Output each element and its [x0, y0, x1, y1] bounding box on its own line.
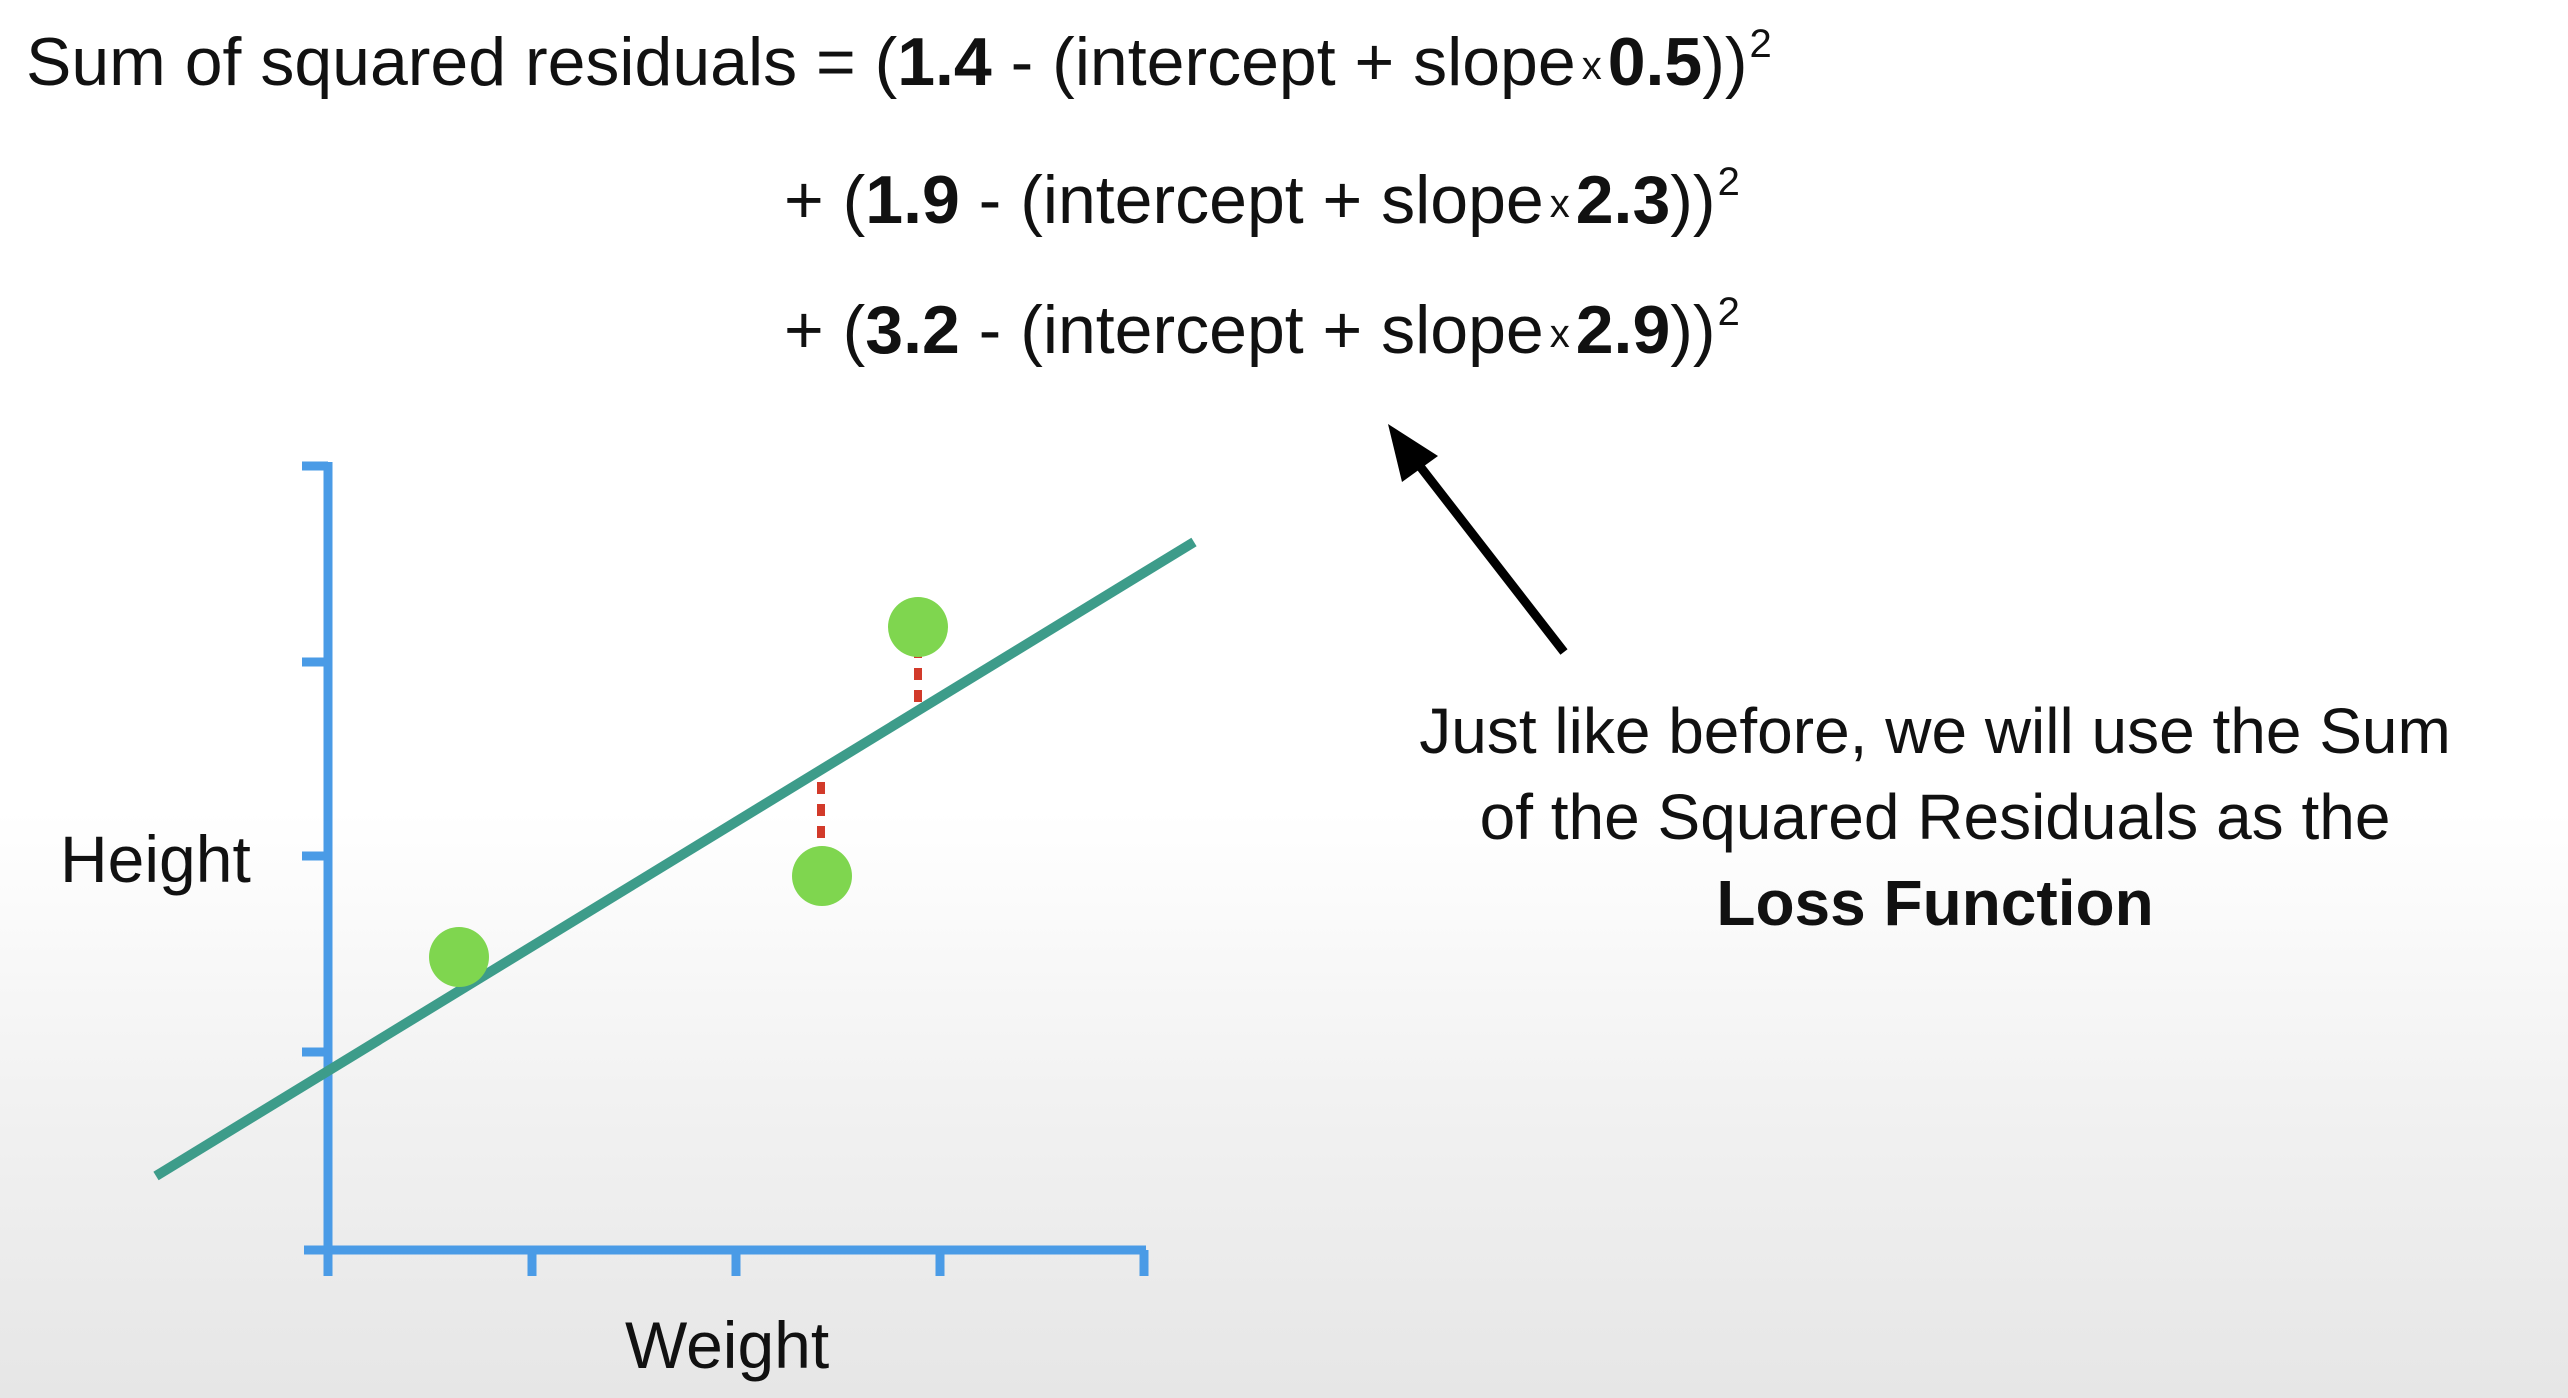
data-point — [792, 846, 852, 906]
x-axis-label: Weight — [625, 1308, 830, 1382]
equation-close: )) — [1702, 24, 1748, 100]
callout-bold: Loss Function — [1716, 867, 2154, 939]
equation-prefix: Sum of squared residuals = ( — [26, 24, 898, 100]
equation-line-3: + (3.2 - (intercept + slope x2.9))2 — [784, 292, 1740, 364]
exponent: 2 — [1717, 160, 1740, 204]
equation-prefix: + ( — [784, 292, 866, 368]
equation-line-1: Sum of squared residuals = (1.4 - (inter… — [26, 24, 1772, 96]
times-sign: x — [1581, 44, 1602, 88]
observed-value: 3.2 — [865, 292, 960, 368]
times-sign: x — [1549, 312, 1570, 356]
observed-value: 1.9 — [865, 162, 960, 238]
equation-line-2: + (1.9 - (intercept + slope x2.3))2 — [784, 162, 1740, 234]
equation-middle: - (intercept + slope — [959, 162, 1544, 238]
x-value: 0.5 — [1607, 24, 1703, 100]
observed-value: 1.4 — [897, 24, 992, 100]
fit-line — [153, 537, 1197, 1181]
equation-middle: - (intercept + slope — [959, 292, 1544, 368]
callout-line-2: of the Squared Residuals as the — [1479, 781, 2391, 853]
data-point — [429, 927, 489, 987]
data-point — [888, 597, 948, 657]
callout-line-1: Just like before, we will use the Sum — [1419, 695, 2451, 767]
arrow-shaft — [1408, 453, 1568, 655]
exponent: 2 — [1749, 22, 1772, 66]
equation-close: )) — [1670, 162, 1716, 238]
callout-text: Just like before, we will use the Sum of… — [1335, 688, 2535, 946]
equation-close: )) — [1670, 292, 1716, 368]
times-sign: x — [1549, 182, 1570, 226]
arrow-head — [1388, 424, 1438, 482]
equation-middle: - (intercept + slope — [991, 24, 1576, 100]
exponent: 2 — [1717, 290, 1740, 334]
y-axis-label: Height — [60, 822, 251, 896]
x-value: 2.3 — [1575, 162, 1671, 238]
x-value: 2.9 — [1575, 292, 1671, 368]
equation-prefix: + ( — [784, 162, 866, 238]
